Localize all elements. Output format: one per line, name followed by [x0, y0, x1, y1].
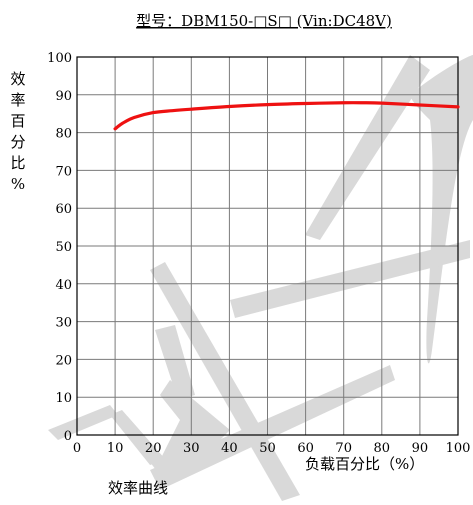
- chart-caption: 效率曲线: [108, 479, 168, 497]
- x-tick-label: 50: [259, 441, 276, 456]
- x-axis-label: 负载百分比（%）: [305, 455, 424, 473]
- y-axis-label-char: 比: [10, 154, 25, 172]
- y-tick-label: 20: [55, 353, 72, 368]
- y-tick-label: 10: [55, 391, 72, 406]
- y-tick-label: 90: [55, 89, 72, 104]
- x-tick-label: 100: [446, 441, 471, 456]
- y-tick-label: 100: [47, 51, 72, 66]
- y-axis-label-char: 分: [10, 133, 25, 151]
- x-tick-label: 90: [412, 441, 429, 456]
- y-axis-label-char: %: [11, 175, 25, 193]
- y-tick-label: 60: [55, 202, 72, 217]
- y-tick-label: 50: [55, 240, 72, 255]
- x-tick-label: 20: [145, 441, 162, 456]
- grid-lines: [77, 57, 458, 435]
- y-tick-label: 80: [55, 127, 72, 142]
- x-tick-label: 30: [183, 441, 200, 456]
- y-tick-label: 40: [55, 278, 72, 293]
- x-tick-label: 10: [107, 441, 124, 456]
- y-tick-label: 70: [55, 164, 72, 179]
- x-tick-label: 0: [73, 441, 81, 456]
- y-tick-label: 0: [64, 429, 72, 444]
- y-axis-label-char: 效: [10, 70, 25, 88]
- x-tick-label: 70: [335, 441, 352, 456]
- y-axis-label-char: 百: [10, 112, 25, 130]
- plot-frame: [76, 56, 459, 436]
- y-tick-label: 30: [55, 316, 72, 331]
- y-tick-labels: 0 10 20 30 40 50 60 70 80 90 100: [47, 51, 72, 444]
- x-tick-label: 80: [374, 441, 391, 456]
- series-group: [113, 101, 460, 131]
- chart-title: 型号：DBM150-□S□ (Vin:DC48V): [136, 12, 392, 30]
- y-axis-label-char: 率: [10, 91, 25, 109]
- x-tick-labels: 0 10 20 30 40 50 60 70 80 90 100: [73, 441, 471, 456]
- x-tick-label: 40: [221, 441, 238, 456]
- x-tick-label: 60: [297, 441, 314, 456]
- watermark-logo: [48, 55, 473, 501]
- series-line-0: [113, 101, 460, 131]
